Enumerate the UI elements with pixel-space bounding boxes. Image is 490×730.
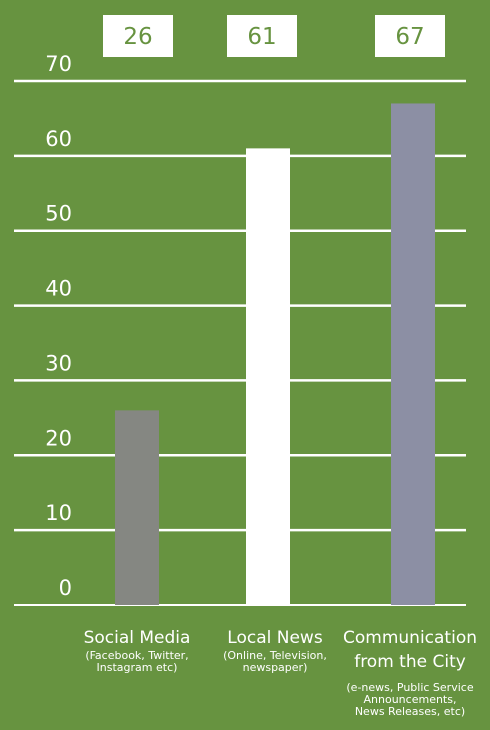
y-tick-label: 50 xyxy=(45,202,72,226)
y-tick-label: 70 xyxy=(45,52,72,76)
bar xyxy=(115,410,159,605)
category-sublabel: newspaper) xyxy=(243,661,308,674)
y-tick-label: 30 xyxy=(45,351,72,375)
y-tick-label: 10 xyxy=(45,501,72,525)
bar xyxy=(246,148,290,605)
y-tick-label: 60 xyxy=(45,127,72,151)
value-box xyxy=(103,15,173,57)
category-sublabel: Instagram etc) xyxy=(97,661,178,674)
value-box xyxy=(375,15,445,57)
category-label: Local News xyxy=(227,628,323,648)
category-label: Social Media xyxy=(84,628,191,648)
bar xyxy=(391,103,435,605)
y-tick-label: 0 xyxy=(59,576,72,600)
y-tick-label: 20 xyxy=(45,426,72,450)
data-label: 26 xyxy=(123,24,152,50)
data-label: 67 xyxy=(395,24,424,50)
category-sublabel: (Online, Television, xyxy=(223,649,327,662)
y-tick-label: 40 xyxy=(45,277,72,301)
data-label: 61 xyxy=(247,24,276,50)
category-sublabel: News Releases, etc) xyxy=(355,705,465,718)
category-sublabel: (e-news, Public Service xyxy=(346,681,473,694)
category-label: from the City xyxy=(354,652,466,672)
category-sublabel: (Facebook, Twitter, xyxy=(85,649,188,662)
category-label: Communication xyxy=(343,628,477,648)
category-sublabel: Announcements, xyxy=(364,693,457,706)
value-box xyxy=(227,15,297,57)
